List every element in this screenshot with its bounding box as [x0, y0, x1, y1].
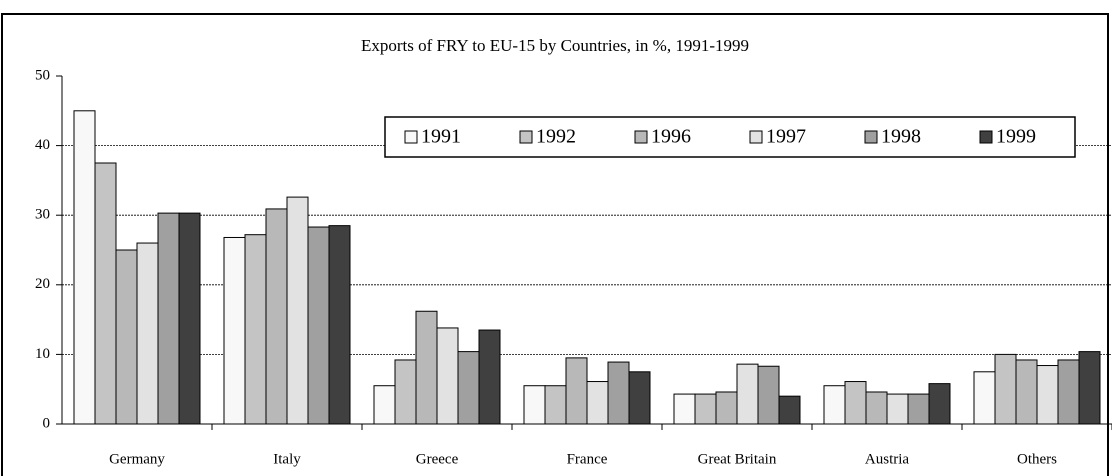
x-tick-label: Germany — [109, 451, 165, 467]
bar — [565, 357, 588, 425]
bar — [394, 359, 417, 425]
legend-box — [384, 116, 1076, 158]
bar — [286, 196, 309, 425]
legend-label: 1991 — [421, 126, 461, 148]
y-tick-label: 10 — [35, 346, 50, 362]
y-tick-label: 0 — [43, 415, 51, 431]
bar — [673, 393, 696, 425]
bar — [523, 385, 546, 425]
legend-label: 1999 — [996, 126, 1036, 148]
bar — [586, 381, 609, 425]
chart-title: Exports of FRY to EU-15 by Countries, in… — [361, 36, 749, 55]
bar — [736, 363, 759, 425]
bar — [757, 365, 780, 425]
legend-swatch — [519, 130, 533, 144]
bar — [844, 381, 867, 425]
bar — [478, 329, 501, 425]
bar — [694, 393, 717, 425]
bar — [607, 361, 630, 425]
bar — [865, 391, 888, 425]
y-tick-label: 20 — [35, 276, 50, 292]
bar — [373, 385, 396, 425]
legend-swatch — [634, 130, 648, 144]
legend-swatch — [864, 130, 878, 144]
bar — [544, 385, 567, 425]
bar — [928, 383, 951, 425]
legend-swatch — [404, 130, 418, 144]
bar — [715, 391, 738, 425]
x-tick-label: Greece — [416, 451, 459, 467]
bar — [823, 385, 846, 425]
bar — [973, 371, 996, 425]
legend-swatch — [749, 130, 763, 144]
legend-label: 1998 — [881, 126, 921, 148]
x-tick-label: France — [567, 451, 608, 467]
bar — [1057, 359, 1080, 425]
bar — [115, 249, 138, 425]
x-tick-label: Great Britain — [698, 451, 777, 467]
y-tick-label: 50 — [35, 67, 50, 83]
bar — [223, 236, 246, 425]
bar — [628, 371, 651, 425]
bar — [907, 393, 930, 425]
bar — [1036, 365, 1059, 425]
bar — [94, 162, 117, 425]
bar — [73, 110, 96, 425]
bar — [994, 353, 1017, 425]
bar — [457, 351, 480, 425]
bar — [307, 226, 330, 425]
bar — [778, 395, 801, 425]
legend-label: 1992 — [536, 126, 576, 148]
bar — [178, 212, 201, 425]
bar — [157, 212, 180, 425]
bar — [136, 242, 159, 425]
legend-label: 1997 — [766, 126, 806, 148]
y-tick-label: 40 — [35, 137, 50, 153]
x-tick-label: Italy — [273, 451, 301, 467]
bar — [436, 327, 459, 425]
legend-swatch — [979, 130, 993, 144]
bar — [415, 310, 438, 425]
legend-label: 1996 — [651, 126, 691, 148]
x-tick-label: Others — [1017, 451, 1057, 467]
x-tick-label: Austria — [865, 451, 910, 467]
bar — [265, 208, 288, 425]
y-tick-label: 30 — [35, 207, 50, 223]
bar — [1015, 359, 1038, 425]
bar — [886, 393, 909, 425]
bar — [244, 234, 267, 425]
bar — [328, 225, 351, 425]
bar — [1078, 351, 1101, 425]
